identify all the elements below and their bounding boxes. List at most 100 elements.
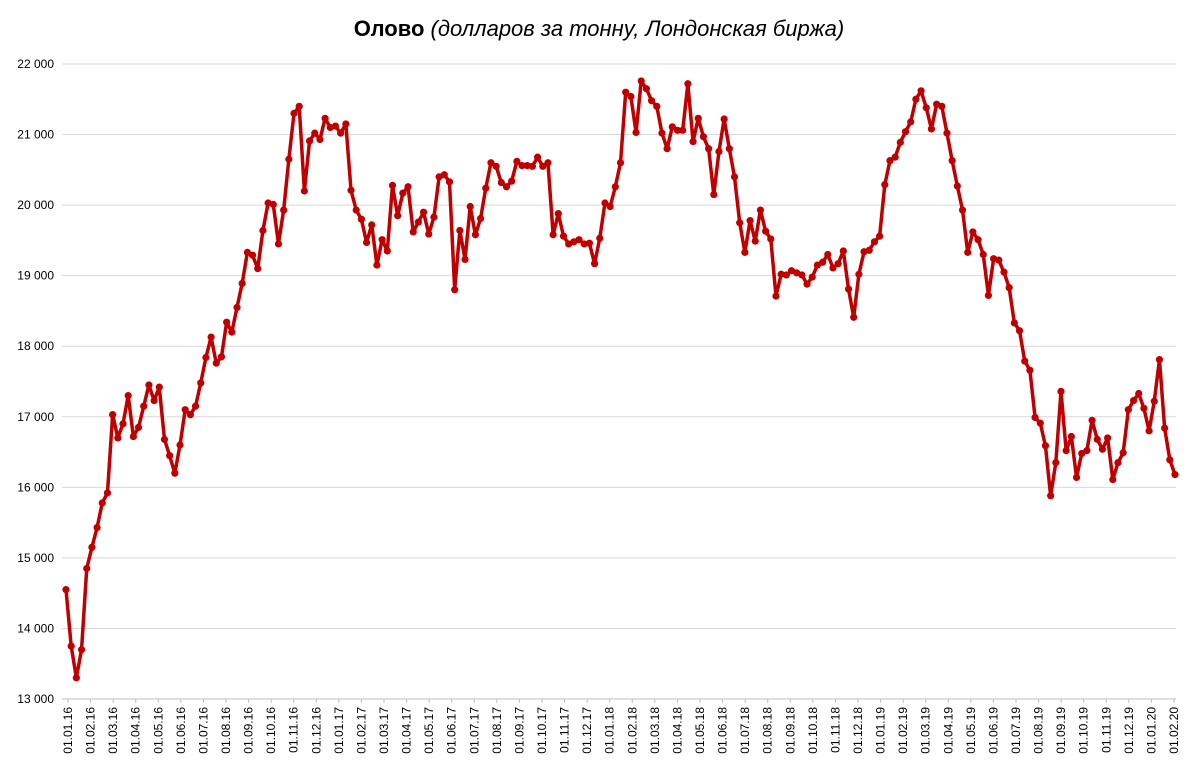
data-point — [456, 226, 464, 235]
data-point — [616, 159, 625, 167]
data-point — [77, 646, 86, 654]
y-tick-label: 13 000 — [17, 692, 54, 706]
data-point — [357, 215, 365, 223]
data-point — [984, 291, 993, 300]
data-point — [689, 138, 697, 146]
x-tick-label: 01.12.16 — [309, 707, 323, 754]
data-point — [834, 260, 842, 268]
data-point — [508, 177, 516, 185]
y-tick-label: 21 000 — [17, 128, 54, 142]
x-tick-label: 01.10.16 — [264, 707, 278, 754]
data-point — [819, 258, 827, 266]
data-point — [466, 202, 474, 211]
x-tick-label: 01.02.16 — [84, 707, 98, 754]
data-point — [331, 122, 340, 130]
data-point — [725, 145, 733, 153]
x-tick-label: 01.09.16 — [242, 707, 256, 754]
data-point — [1150, 397, 1158, 405]
x-tick-label: 01.08.17 — [490, 707, 504, 754]
data-point — [705, 145, 713, 153]
x-tick-label: 01.05.18 — [693, 707, 707, 754]
data-point — [419, 208, 428, 216]
data-point — [824, 250, 832, 259]
data-point — [979, 250, 987, 259]
data-point — [720, 115, 728, 123]
data-point — [1161, 424, 1169, 432]
x-tick-label: 01.11.18 — [828, 707, 842, 753]
x-tick-label: 01.08.18 — [761, 707, 775, 754]
x-tick-label: 01.04.18 — [670, 707, 684, 754]
data-point — [191, 402, 200, 410]
data-point — [414, 218, 422, 226]
data-point — [1072, 473, 1081, 482]
data-point — [642, 85, 651, 93]
data-point — [502, 183, 511, 191]
data-point — [373, 261, 381, 269]
x-tick-label: 01.03.18 — [648, 707, 662, 754]
data-point — [679, 126, 687, 134]
data-point — [736, 219, 744, 227]
data-point — [1047, 492, 1055, 500]
data-point — [342, 120, 350, 128]
x-tick-label: 01.03.17 — [377, 707, 391, 754]
data-point — [668, 123, 676, 131]
data-point — [751, 237, 759, 245]
data-point — [881, 181, 889, 189]
data-point — [554, 209, 562, 218]
data-point — [533, 153, 542, 161]
data-point — [772, 292, 780, 300]
data-point — [223, 318, 231, 326]
data-point — [1098, 445, 1107, 453]
x-tick-label: 01.03.16 — [106, 707, 120, 754]
x-tick-label: 01.10.19 — [1077, 707, 1091, 754]
data-point — [103, 489, 112, 497]
y-tick-label: 20 000 — [17, 198, 54, 212]
y-tick-label: 14 000 — [17, 621, 54, 635]
data-point — [528, 162, 537, 170]
data-point — [912, 95, 920, 103]
data-point — [93, 523, 101, 532]
data-point — [98, 499, 106, 507]
data-point — [575, 236, 583, 244]
chart-title-main: Олово — [353, 16, 425, 41]
data-point — [632, 128, 640, 137]
data-point — [1109, 475, 1117, 484]
x-tick-label: 01.02.18 — [625, 707, 639, 754]
data-point — [756, 206, 765, 214]
data-point — [559, 232, 568, 240]
data-point — [295, 102, 303, 110]
data-point — [673, 126, 682, 134]
data-point — [487, 159, 495, 167]
data-point — [378, 236, 386, 244]
data-point — [471, 231, 479, 239]
data-point — [430, 213, 438, 221]
data-point — [160, 435, 169, 443]
data-point — [850, 313, 858, 321]
data-point — [362, 238, 371, 247]
data-point — [1140, 404, 1148, 412]
x-tick-label: 01.06.19 — [986, 707, 1000, 754]
data-point — [544, 159, 552, 167]
data-point — [808, 273, 816, 281]
data-point — [114, 434, 122, 442]
x-tick-label: 01.02.17 — [354, 707, 368, 754]
data-point — [943, 129, 951, 137]
data-point — [129, 432, 137, 441]
data-point — [274, 240, 283, 248]
data-point — [637, 77, 645, 85]
x-tick-label: 01.07.18 — [738, 707, 752, 754]
data-point — [1145, 427, 1153, 435]
x-tick-label: 01.06.17 — [445, 707, 459, 754]
data-point — [886, 157, 894, 165]
data-point — [1021, 357, 1029, 365]
x-tick-label: 01.10.17 — [535, 707, 549, 754]
x-tick-label: 01.01.20 — [1144, 707, 1158, 754]
data-point — [611, 183, 619, 191]
data-point — [1088, 416, 1096, 424]
data-point — [83, 564, 91, 573]
data-point — [482, 184, 490, 192]
data-point — [1057, 387, 1065, 395]
data-point — [663, 145, 671, 153]
chart-title-subtitle: (долларов за тонну, Лондонская биржа) — [430, 16, 845, 41]
